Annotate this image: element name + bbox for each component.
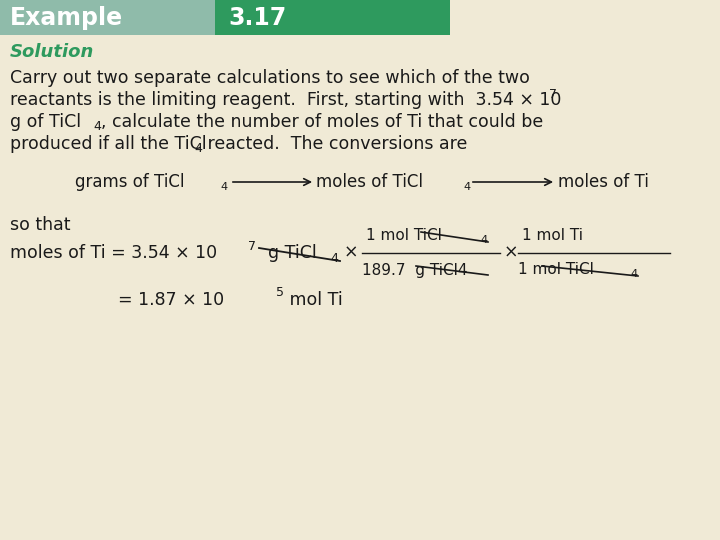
Text: 4: 4 [220,182,227,192]
Text: grams of TiCl: grams of TiCl [75,173,184,191]
Text: ×: × [344,244,359,262]
Text: 4: 4 [630,269,637,279]
Text: so that: so that [10,216,71,234]
Text: 1 mol TiCl: 1 mol TiCl [366,228,442,244]
Text: produced if all the TiCl: produced if all the TiCl [10,135,207,153]
Text: = 1.87 × 10: = 1.87 × 10 [118,291,224,309]
Text: 1 mol Ti: 1 mol Ti [522,228,583,244]
Text: mol Ti: mol Ti [284,291,343,309]
Text: 4: 4 [194,143,202,156]
Text: 4: 4 [463,182,470,192]
Text: moles of Ti: moles of Ti [558,173,649,191]
Text: reactants is the limiting reagent.  First, starting with  3.54 × 10: reactants is the limiting reagent. First… [10,91,562,109]
Text: moles of TiCl: moles of TiCl [316,173,423,191]
Text: 7: 7 [549,89,557,102]
Text: g TiCl: g TiCl [257,244,317,262]
Text: moles of Ti = 3.54 × 10: moles of Ti = 3.54 × 10 [10,244,217,262]
Text: g of TiCl: g of TiCl [10,113,81,131]
FancyBboxPatch shape [0,0,215,35]
Text: 5: 5 [276,287,284,300]
Text: , calculate the number of moles of Ti that could be: , calculate the number of moles of Ti th… [101,113,544,131]
FancyBboxPatch shape [215,0,450,35]
Text: 4: 4 [93,120,101,133]
Text: Carry out two separate calculations to see which of the two: Carry out two separate calculations to s… [10,69,530,87]
Text: 1 mol TiCl: 1 mol TiCl [518,262,594,278]
Text: 189.7  g TiCl4: 189.7 g TiCl4 [362,262,467,278]
Text: 4: 4 [480,235,487,245]
Text: 7: 7 [248,240,256,253]
Text: Solution: Solution [10,43,94,61]
Text: reacted.  The conversions are: reacted. The conversions are [202,135,467,153]
Text: 4: 4 [330,252,338,265]
Text: Example: Example [10,6,123,30]
Text: ×: × [504,244,518,262]
Text: 3.17: 3.17 [228,6,287,30]
